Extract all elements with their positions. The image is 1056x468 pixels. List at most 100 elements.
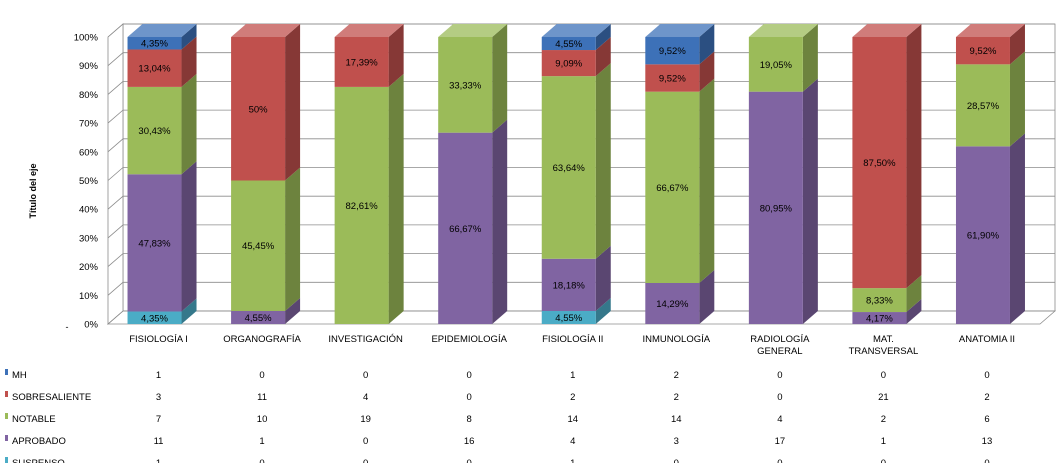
- bar-side-aprobado: [595, 245, 611, 311]
- table-cell: 3: [156, 392, 161, 403]
- x-tick-label: FISIOLOGÍA II: [542, 334, 603, 345]
- bar-side-mh: [181, 24, 197, 50]
- bar-segment-mh: [541, 37, 596, 51]
- bar-segment-aprobado: [127, 174, 182, 312]
- table-cell: 2: [570, 392, 575, 403]
- x-axis: FISIOLOGÍA I ORGANOGRAFÍA INVESTIGACIÓN EPI…: [129, 334, 1015, 357]
- bar-segment-aprobado: [852, 312, 907, 324]
- bar-segment-notable: [127, 86, 182, 175]
- bar-side-aprobado: [802, 78, 818, 325]
- table-cell: 1: [570, 458, 575, 463]
- bar-top-sobresaliente: [852, 24, 922, 37]
- bar-side-notable: [181, 73, 197, 175]
- x-tick-label: TRANSVERSAL: [849, 346, 919, 357]
- table-cell: 0: [984, 458, 989, 463]
- bar-segment-sobresaliente: [231, 37, 286, 181]
- table-cell: 7: [156, 414, 161, 425]
- legend-key-aprobado: [5, 435, 8, 441]
- table-cell: 1: [881, 436, 886, 447]
- legend-key-notable: [5, 413, 8, 419]
- table-cell: 0: [777, 392, 782, 403]
- data-label: 14,29%: [656, 299, 689, 310]
- bar-top-notable: [438, 24, 508, 37]
- x-tick-label: FISIOLOGÍA I: [129, 334, 188, 345]
- bar-side-notable: [906, 275, 922, 313]
- data-label: 4,55%: [245, 313, 272, 324]
- legend-key-suspenso: [5, 457, 8, 463]
- y-tick-label: 100%: [74, 33, 99, 44]
- bar-top-sobresaliente: [334, 24, 404, 37]
- bars: [127, 24, 1025, 325]
- y-tick-label: 80%: [79, 90, 99, 101]
- y-tick-label: 60%: [79, 147, 99, 158]
- bar-side-notable: [699, 78, 715, 284]
- x-tick-label: ORGANOGRAFÍA: [223, 334, 301, 345]
- bar-side-sobresaliente: [699, 51, 715, 92]
- bar-segment-sobresaliente: [541, 50, 596, 77]
- data-label: 9,52%: [659, 46, 686, 57]
- table-cell: 1: [570, 370, 575, 381]
- gridline: [107, 253, 1055, 267]
- table-cell: 17: [775, 436, 786, 447]
- y-axis: 0% 10% 20% 30% 40% 50% 60% 70% 80% 90% 100% -: [66, 33, 99, 333]
- gridline: [107, 195, 1055, 210]
- data-label: 9,52%: [970, 46, 997, 57]
- y-axis-mark: -: [66, 322, 69, 332]
- table-cell: 11: [154, 436, 164, 447]
- data-label: 87,50%: [863, 158, 896, 169]
- table-cell: 6: [984, 414, 989, 425]
- data-label: 9,09%: [555, 59, 582, 70]
- table-cell: 11: [257, 392, 267, 403]
- data-label: 47,83%: [138, 238, 171, 249]
- bar-side-aprobado: [285, 297, 301, 324]
- bar-top-sobresaliente: [231, 24, 301, 37]
- data-label: 61,90%: [967, 231, 1000, 242]
- bar-segment-suspenso: [541, 310, 596, 324]
- series-name: SOBRESALIENTE: [12, 392, 91, 403]
- table-cell: 4: [570, 436, 575, 447]
- bar-segment-suspenso: [127, 311, 182, 324]
- bar-segment-sobresaliente: [127, 49, 182, 87]
- bar-side-aprobado: [906, 299, 922, 324]
- bar-segment-sobresaliente: [334, 37, 389, 87]
- bar-side-notable: [285, 167, 301, 311]
- table-cell: 16: [464, 436, 475, 447]
- table-cell: 1: [156, 370, 161, 381]
- bar-side-sobresaliente: [595, 37, 611, 77]
- bar-side-notable: [1009, 51, 1025, 147]
- bar-segment-notable: [955, 64, 1010, 147]
- table-cell: 0: [363, 458, 368, 463]
- table-cell: 2: [674, 392, 679, 403]
- bar-segment-aprobado: [645, 283, 700, 324]
- gridline: [107, 81, 1055, 95]
- y-tick-label: 40%: [79, 205, 99, 216]
- bar-side-suspenso: [181, 298, 197, 324]
- bar-side-suspenso: [595, 297, 611, 324]
- gridline: [107, 224, 1055, 239]
- table-cell: 0: [467, 458, 472, 463]
- bar-segment-sobresaliente: [852, 37, 907, 289]
- data-label: 18,18%: [553, 280, 586, 291]
- table-cell: 0: [259, 458, 264, 463]
- table-cell: 4: [363, 392, 368, 403]
- bar-segment-mh: [645, 37, 700, 65]
- bar-side-aprobado: [181, 161, 197, 312]
- gridlines: [107, 23, 1055, 325]
- y-tick-label: 0%: [84, 320, 98, 331]
- y-tick-label: 30%: [79, 233, 99, 244]
- bar-side-aprobado: [699, 270, 715, 324]
- bar-top-mh: [127, 24, 197, 37]
- series-name: NOTABLE: [12, 414, 56, 425]
- bar-side-mh: [595, 24, 611, 51]
- table-cell: 0: [777, 458, 782, 463]
- legend-key-mh: [5, 369, 8, 375]
- data-label: 4,55%: [555, 39, 582, 50]
- bar-side-mh: [699, 24, 715, 65]
- y-tick-label: 90%: [79, 61, 99, 72]
- gridline: [107, 281, 1055, 296]
- bar-segment-aprobado: [541, 258, 596, 311]
- bar-segment-sobresaliente: [645, 64, 700, 92]
- data-label: 66,67%: [449, 224, 482, 235]
